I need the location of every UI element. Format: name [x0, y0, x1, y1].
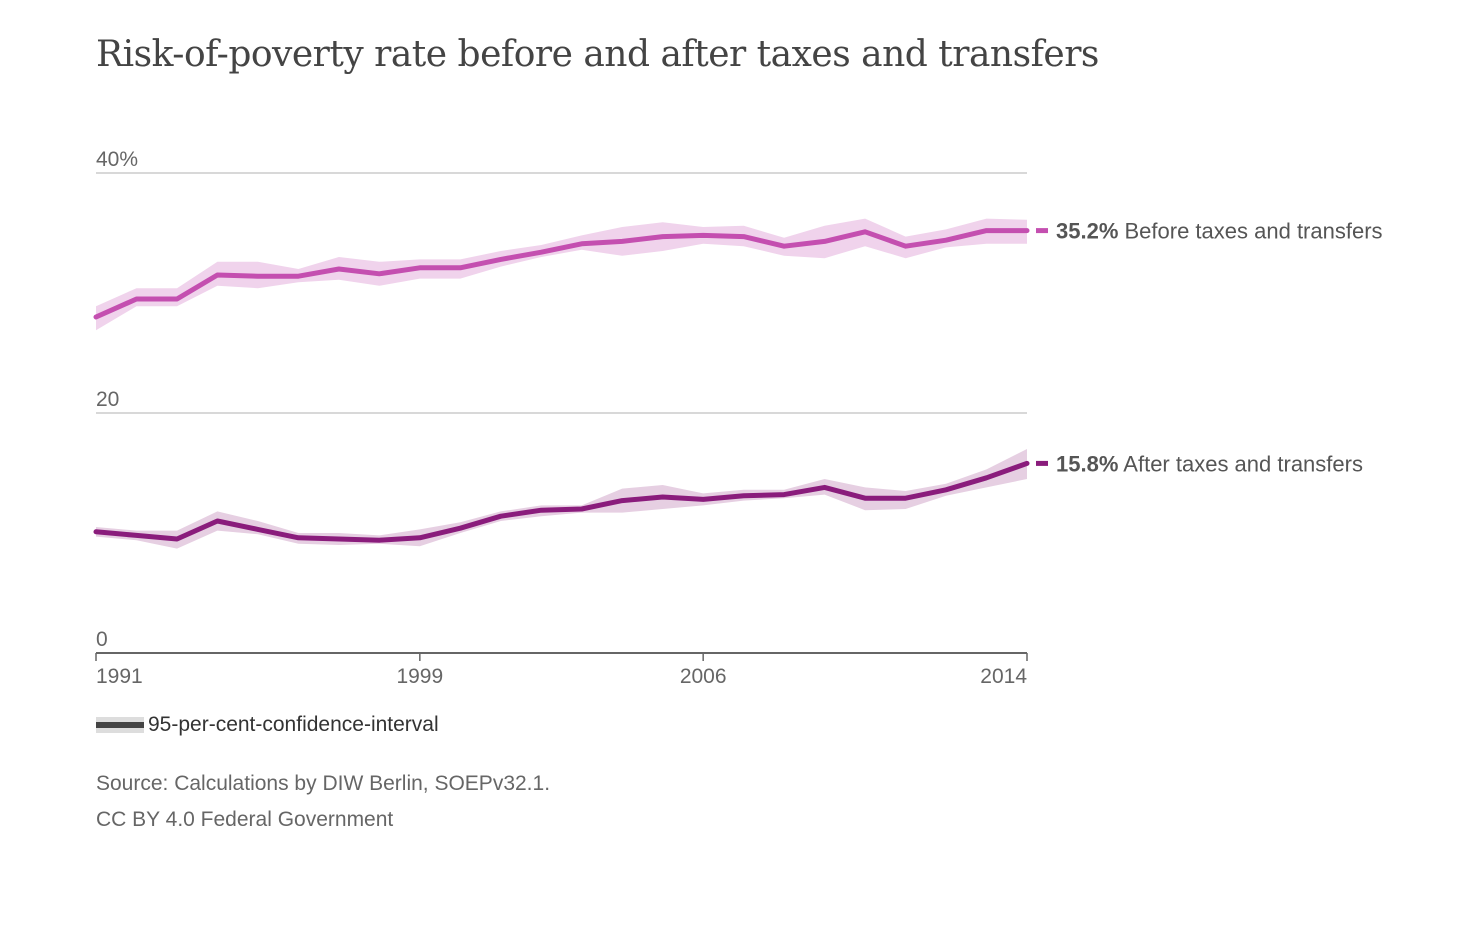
chart-title: Risk-of-poverty rate before and after ta…: [96, 34, 1099, 75]
confidence-interval-swatch: [96, 715, 144, 735]
end-label-marker: [1036, 460, 1048, 466]
series-line-0: [93, 228, 1030, 320]
legend: 95-per-cent-confidence-interval: [96, 712, 439, 738]
x-tick-label: 1991: [96, 665, 143, 688]
y-tick-label: 40%: [96, 148, 138, 171]
series-end-value: 35.2%: [1056, 219, 1118, 244]
x-tick-label: 1999: [396, 665, 443, 688]
series-end-label: 35.2% Before taxes and transfers: [1056, 219, 1383, 244]
confidence-band-1: [96, 449, 1027, 549]
x-tick-label: 2006: [680, 665, 727, 688]
y-tick-label: 20: [96, 388, 119, 411]
series-end-label: 15.8% After taxes and transfers: [1056, 451, 1363, 476]
series-end-name: After taxes and transfers: [1118, 451, 1363, 476]
y-tick-label: 0: [96, 628, 108, 651]
series-end-value: 15.8%: [1056, 451, 1118, 476]
end-label-marker: [1036, 228, 1048, 234]
license-note: CC BY 4.0 Federal Government: [96, 808, 394, 831]
series-line-1: [93, 460, 1030, 543]
source-note: Source: Calculations by DIW Berlin, SOEP…: [96, 772, 551, 795]
legend-label: 95-per-cent-confidence-interval: [148, 713, 439, 736]
x-tick-label: 2014: [980, 665, 1027, 688]
series-end-name: Before taxes and transfers: [1118, 219, 1382, 244]
